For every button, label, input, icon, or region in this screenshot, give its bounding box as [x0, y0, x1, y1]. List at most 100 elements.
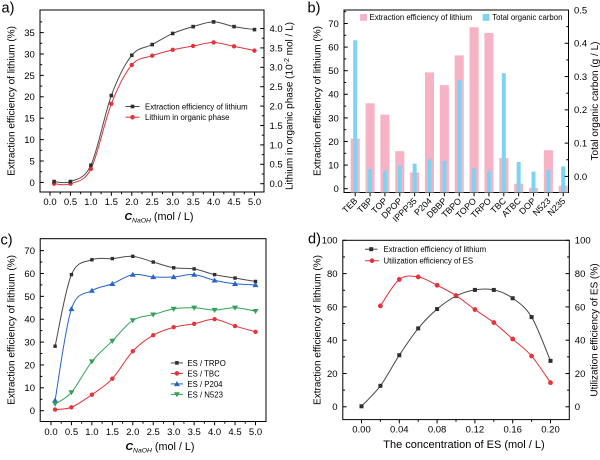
svg-text:The concentration of ES (mol /: The concentration of ES (mol / L): [383, 439, 544, 451]
svg-text:d): d): [308, 232, 321, 248]
svg-text:80: 80: [575, 269, 586, 280]
svg-text:Extraction efficiency of lithi: Extraction efficiency of lithium: [384, 245, 487, 254]
svg-text:4.0: 4.0: [208, 427, 221, 438]
svg-text:30: 30: [24, 49, 35, 60]
svg-text:0.2: 0.2: [574, 105, 587, 116]
svg-text:CNaOH (mol / L): CNaOH (mol / L): [125, 441, 194, 455]
svg-text:35: 35: [24, 28, 35, 39]
svg-text:2.0: 2.0: [270, 102, 283, 113]
svg-text:25: 25: [24, 71, 35, 82]
svg-text:0.5: 0.5: [65, 427, 78, 438]
svg-text:80: 80: [327, 269, 338, 280]
svg-text:Total organic carbon: Total organic carbon: [492, 13, 562, 22]
svg-text:ES / N523: ES / N523: [187, 390, 223, 399]
svg-text:30: 30: [328, 113, 339, 124]
svg-text:100: 100: [575, 236, 591, 247]
svg-text:60: 60: [328, 43, 339, 54]
svg-text:Lithium in organic phase: Lithium in organic phase: [145, 113, 230, 122]
svg-text:Extraction efficiency of lithi: Extraction efficiency of lithium (%): [7, 26, 18, 176]
svg-text:0.1: 0.1: [574, 139, 587, 150]
svg-text:5.0: 5.0: [249, 427, 262, 438]
svg-text:0: 0: [332, 402, 337, 413]
svg-text:Utilization efficiency of ES: Utilization efficiency of ES: [384, 257, 474, 266]
svg-text:0.16: 0.16: [503, 425, 522, 436]
svg-text:4.5: 4.5: [227, 197, 240, 208]
svg-text:Extraction efficiency of lithi: Extraction efficiency of lithium: [370, 13, 473, 22]
svg-text:0.4: 0.4: [574, 39, 587, 50]
svg-text:Extraction efficiency of lithi: Extraction efficiency of lithium (%): [7, 255, 18, 405]
svg-text:60: 60: [327, 302, 338, 313]
svg-text:100: 100: [322, 236, 338, 247]
svg-text:2.0: 2.0: [125, 197, 138, 208]
svg-text:1.5: 1.5: [105, 197, 118, 208]
svg-text:Total organic carbon (g / L): Total organic carbon (g / L): [590, 42, 600, 161]
svg-text:3.0: 3.0: [167, 427, 180, 438]
svg-text:20: 20: [24, 92, 35, 103]
svg-text:50: 50: [24, 292, 35, 303]
svg-text:1.0: 1.0: [84, 197, 97, 208]
svg-text:1.5: 1.5: [270, 121, 283, 132]
svg-text:1.0: 1.0: [270, 140, 283, 151]
svg-text:4.0: 4.0: [270, 24, 283, 35]
svg-text:1.0: 1.0: [85, 427, 98, 438]
svg-text:3.0: 3.0: [270, 63, 283, 74]
svg-text:0: 0: [30, 406, 35, 417]
svg-text:2.5: 2.5: [147, 427, 160, 438]
svg-text:3.5: 3.5: [270, 43, 283, 54]
svg-text:3.5: 3.5: [188, 427, 201, 438]
svg-text:0.3: 0.3: [574, 72, 587, 83]
svg-text:0.5: 0.5: [270, 160, 283, 171]
svg-text:a): a): [2, 0, 15, 16]
svg-text:30: 30: [24, 338, 35, 349]
svg-text:40: 40: [575, 336, 586, 347]
svg-text:CNaOH (mol / L): CNaOH (mol / L): [124, 211, 193, 225]
svg-text:20: 20: [575, 369, 586, 380]
svg-text:60: 60: [575, 302, 586, 313]
svg-text:20: 20: [328, 137, 339, 148]
svg-text:5: 5: [30, 156, 35, 167]
svg-text:15: 15: [24, 114, 35, 125]
svg-text:0.5: 0.5: [64, 197, 77, 208]
svg-text:3.0: 3.0: [166, 197, 179, 208]
svg-text:40: 40: [24, 315, 35, 326]
svg-text:0.00: 0.00: [352, 425, 371, 436]
svg-text:60: 60: [24, 269, 35, 280]
svg-text:ES / TRPO: ES / TRPO: [187, 359, 225, 368]
svg-text:0: 0: [575, 402, 580, 413]
svg-text:70: 70: [328, 19, 339, 30]
svg-text:0.0: 0.0: [43, 197, 56, 208]
svg-text:2.5: 2.5: [270, 82, 283, 93]
svg-text:5.0: 5.0: [248, 197, 261, 208]
svg-text:0.12: 0.12: [466, 425, 485, 436]
svg-text:0.0: 0.0: [270, 179, 283, 190]
svg-text:0.20: 0.20: [541, 425, 560, 436]
svg-text:0.5: 0.5: [574, 5, 587, 16]
svg-text:10: 10: [24, 135, 35, 146]
svg-text:0.0: 0.0: [574, 172, 587, 183]
svg-text:70: 70: [24, 246, 35, 257]
svg-text:1.5: 1.5: [106, 427, 119, 438]
svg-text:20: 20: [24, 360, 35, 371]
svg-text:Extraction efficiency of lithi: Extraction efficiency of lithium (%): [313, 255, 324, 405]
svg-text:Extraction efficiency of lithi: Extraction efficiency of lithium: [145, 102, 248, 111]
svg-text:20: 20: [327, 369, 338, 380]
svg-text:40: 40: [328, 90, 339, 101]
svg-text:10: 10: [24, 383, 35, 394]
svg-text:0.08: 0.08: [428, 425, 447, 436]
svg-text:50: 50: [328, 66, 339, 77]
svg-text:10: 10: [328, 161, 339, 172]
svg-text:b): b): [308, 0, 321, 16]
svg-text:Utilization efficiency of ES (: Utilization efficiency of ES (%): [590, 263, 600, 396]
svg-text:4.5: 4.5: [228, 427, 241, 438]
svg-text:3.5: 3.5: [187, 197, 200, 208]
svg-text:ES / TBC: ES / TBC: [187, 369, 220, 378]
svg-text:Lithium in organic phase (10-2: Lithium in organic phase (10-2 mol / L): [284, 22, 296, 190]
svg-text:0.04: 0.04: [390, 425, 409, 436]
svg-text:2.0: 2.0: [126, 427, 139, 438]
svg-text:Extraction efficiency of lithi: Extraction efficiency of lithium (%): [313, 26, 324, 176]
svg-text:0: 0: [334, 184, 339, 195]
svg-text:c): c): [1, 233, 13, 249]
svg-text:ES / P204: ES / P204: [187, 380, 223, 389]
svg-text:0: 0: [30, 178, 35, 189]
svg-text:40: 40: [327, 336, 338, 347]
